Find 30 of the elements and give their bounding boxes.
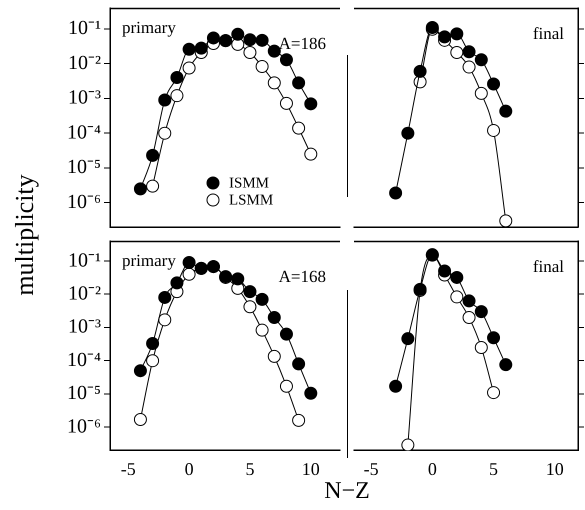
x-tick-label: 5 [489, 458, 498, 479]
y-tick-label: 10⁻⁶ [67, 415, 102, 438]
y-tick-label: 10⁻³ [68, 86, 101, 109]
annotation: A=186 [278, 34, 326, 53]
x-axis-title: N−Z [323, 478, 371, 505]
x-tick-label: 5 [245, 458, 254, 479]
y-tick-label: 10⁻² [68, 282, 101, 304]
y-tick-label: 10⁻² [68, 52, 101, 74]
x-tick-label: -5 [364, 458, 379, 479]
annotation: A=168 [278, 266, 326, 286]
annotation: primary [122, 18, 176, 37]
y-tick-label: 10⁻¹ [68, 17, 101, 40]
y-tick-label: 10⁻¹ [68, 249, 101, 272]
annotation: primary [122, 250, 176, 270]
x-tick-label: -5 [120, 458, 136, 479]
y-axis-title: multiplicity [10, 173, 40, 298]
x-tick-label: 10 [546, 458, 564, 479]
legend-label: LSMM [229, 192, 274, 208]
x-tick-label: 0 [428, 458, 437, 479]
y-tick-label: 10⁻⁵ [67, 382, 101, 404]
x-tick-label: 10 [302, 458, 320, 479]
y-tick-label: 10⁻⁴ [67, 121, 102, 144]
y-tick-label: 10⁻⁶ [67, 190, 102, 213]
y-tick-label: 10⁻³ [68, 316, 101, 338]
x-tick-label: 0 [184, 458, 194, 479]
annotation: final [532, 24, 564, 43]
y-tick-label: 10⁻⁴ [67, 348, 102, 371]
y-tick-label: 10⁻⁵ [67, 156, 101, 178]
annotation: final [532, 256, 564, 276]
legend-label: ISMM [229, 175, 270, 192]
